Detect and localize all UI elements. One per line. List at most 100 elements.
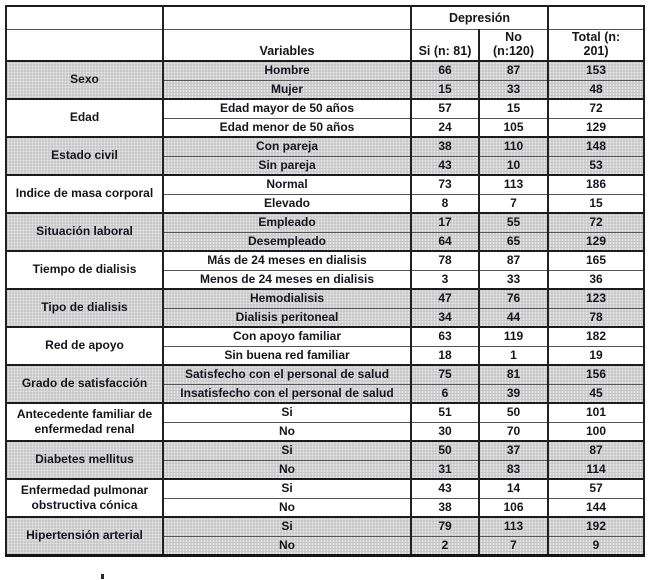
- category-cell: Antecedente familiar de enfermedad renal: [5, 402, 164, 442]
- category-cell: Red de apoyo: [5, 326, 164, 366]
- no-count-cell: 15: [477, 98, 550, 119]
- no-count-cell: 10: [477, 155, 550, 176]
- total-count-cell: 45: [547, 383, 646, 404]
- si-count-cell: 78: [410, 250, 480, 271]
- total-count-cell: 182: [547, 326, 646, 347]
- total-count-cell: 19: [547, 345, 646, 366]
- si-count-cell: 64: [410, 231, 480, 252]
- si-count-cell: 43: [410, 478, 480, 499]
- no-count-cell: 106: [477, 497, 550, 518]
- total-count-cell: 36: [547, 269, 646, 290]
- no-count-cell: 33: [477, 79, 550, 100]
- variable-cell: Hombre: [162, 60, 412, 81]
- no-count-cell: 39: [477, 383, 550, 404]
- table-row: Diabetes mellitus Si 50 37 87: [5, 440, 646, 480]
- variable-cell: Con pareja: [162, 136, 412, 157]
- table-body: Sexo Hombre 66 87 153 Mujer 15 33 48 Edad Edad may…: [5, 60, 646, 556]
- total-column-header: Total (n: 201): [547, 28, 646, 62]
- variable-cell: Sin pareja: [162, 155, 412, 176]
- table-row: Tipo de dialisis Hemodialisis 47 76 123: [5, 288, 646, 328]
- si-count-cell: 15: [410, 79, 480, 100]
- no-count-cell: 110: [477, 136, 550, 157]
- no-count-cell: 119: [477, 326, 550, 347]
- table-row: Insatisfecho con el personal de salud 6 39…: [6, 383, 646, 404]
- header-row-groups: Depresión: [5, 5, 646, 30]
- variable-cell: Dialisis peritoneal: [162, 307, 412, 328]
- total-count-cell: 53: [547, 155, 646, 176]
- si-count-cell: 51: [410, 402, 480, 423]
- total-count-cell: 148: [547, 136, 646, 157]
- si-count-cell: 75: [410, 364, 480, 385]
- variable-cell: Con apoyo familiar: [162, 326, 412, 347]
- variable-cell: Menos de 24 meses en dialisis: [162, 269, 412, 290]
- category-cell: Estado civil: [5, 136, 164, 176]
- no-count-cell: 83: [477, 459, 550, 480]
- variable-cell: Edad mayor de 50 años: [162, 98, 412, 119]
- no-count-cell: 87: [477, 60, 550, 81]
- si-count-cell: 2: [410, 535, 480, 556]
- table-row: Hipertensión arterial Si 79 113 192: [5, 516, 646, 556]
- si-count-cell: 47: [410, 288, 480, 309]
- table-row: Estado civil Con pareja 38 110 148: [5, 136, 646, 176]
- table-row: No 2 7 9: [6, 535, 646, 556]
- no-count-cell: 76: [477, 288, 550, 309]
- variable-cell: Si: [162, 478, 412, 499]
- no-column-header: No (n:120): [477, 28, 550, 62]
- variable-cell: No: [162, 497, 412, 518]
- header-row-columns: Variables Si (n: 81) No (n:120) Total (n…: [5, 28, 646, 62]
- table-row: Red de apoyo Con apoyo familiar 63 119 182: [5, 326, 646, 366]
- variable-cell: No: [162, 421, 412, 442]
- total-count-cell: 186: [547, 174, 646, 195]
- no-count-cell: 50: [477, 402, 550, 423]
- si-count-cell: 8: [410, 193, 480, 214]
- variable-cell: Sin buena red familiar: [162, 345, 412, 366]
- no-count-cell: 55: [477, 212, 550, 233]
- category-cell: Indice de masa corporal: [5, 174, 164, 214]
- no-count-cell: 113: [477, 516, 550, 537]
- total-count-cell: 72: [547, 212, 646, 233]
- category-cell: Situación laboral: [5, 212, 164, 252]
- si-count-cell: 17: [410, 212, 480, 233]
- blank-header-cell: [5, 5, 164, 30]
- table-row: Enfermedad pulmonar obstructiva cónica Si…: [5, 478, 646, 518]
- si-count-cell: 6: [410, 383, 480, 404]
- category-cell: Edad: [5, 98, 164, 138]
- table-row: No 38 106 144: [6, 497, 646, 518]
- total-count-cell: 165: [547, 250, 646, 271]
- no-count-cell: 105: [477, 117, 550, 138]
- si-count-cell: 79: [410, 516, 480, 537]
- total-count-cell: 129: [547, 117, 646, 138]
- si-column-header: Si (n: 81): [410, 28, 480, 62]
- variable-cell: Empleado: [162, 212, 412, 233]
- total-count-cell: 129: [547, 231, 646, 252]
- si-count-cell: 18: [410, 345, 480, 366]
- table-row: Edad Edad mayor de 50 años 57 15 72: [5, 98, 646, 138]
- total-count-cell: 87: [547, 440, 646, 461]
- category-cell: Tipo de dialisis: [5, 288, 164, 328]
- no-count-cell: 70: [477, 421, 550, 442]
- variable-cell: Edad menor de 50 años: [162, 117, 412, 138]
- no-count-cell: 33: [477, 269, 550, 290]
- category-cell: Enfermedad pulmonar obstructiva cónica: [5, 478, 164, 518]
- si-count-cell: 63: [410, 326, 480, 347]
- table-row: Dialisis peritoneal 34 44 78: [6, 307, 646, 328]
- total-count-cell: 78: [547, 307, 646, 328]
- si-count-cell: 38: [410, 136, 480, 157]
- no-count-cell: 87: [477, 250, 550, 271]
- si-count-cell: 50: [410, 440, 480, 461]
- table-row: Desempleado 64 65 129: [6, 231, 646, 252]
- table-row: No 31 83 114: [6, 459, 646, 480]
- table-row: Sin buena red familiar 18 1 19: [6, 345, 646, 366]
- variable-cell: Mujer: [162, 79, 412, 100]
- total-count-cell: 9: [547, 535, 646, 556]
- variable-cell: Elevado: [162, 193, 412, 214]
- no-count-cell: 44: [477, 307, 550, 328]
- table-row: Edad menor de 50 años 24 105 129: [6, 117, 646, 138]
- no-count-cell: 1: [477, 345, 550, 366]
- category-cell: Tiempo de dialisis: [5, 250, 164, 290]
- si-count-cell: 34: [410, 307, 480, 328]
- blank-header-cell: [5, 28, 164, 62]
- category-cell: Diabetes mellitus: [5, 440, 164, 480]
- no-count-cell: 7: [477, 535, 550, 556]
- variable-cell: Si: [162, 440, 412, 461]
